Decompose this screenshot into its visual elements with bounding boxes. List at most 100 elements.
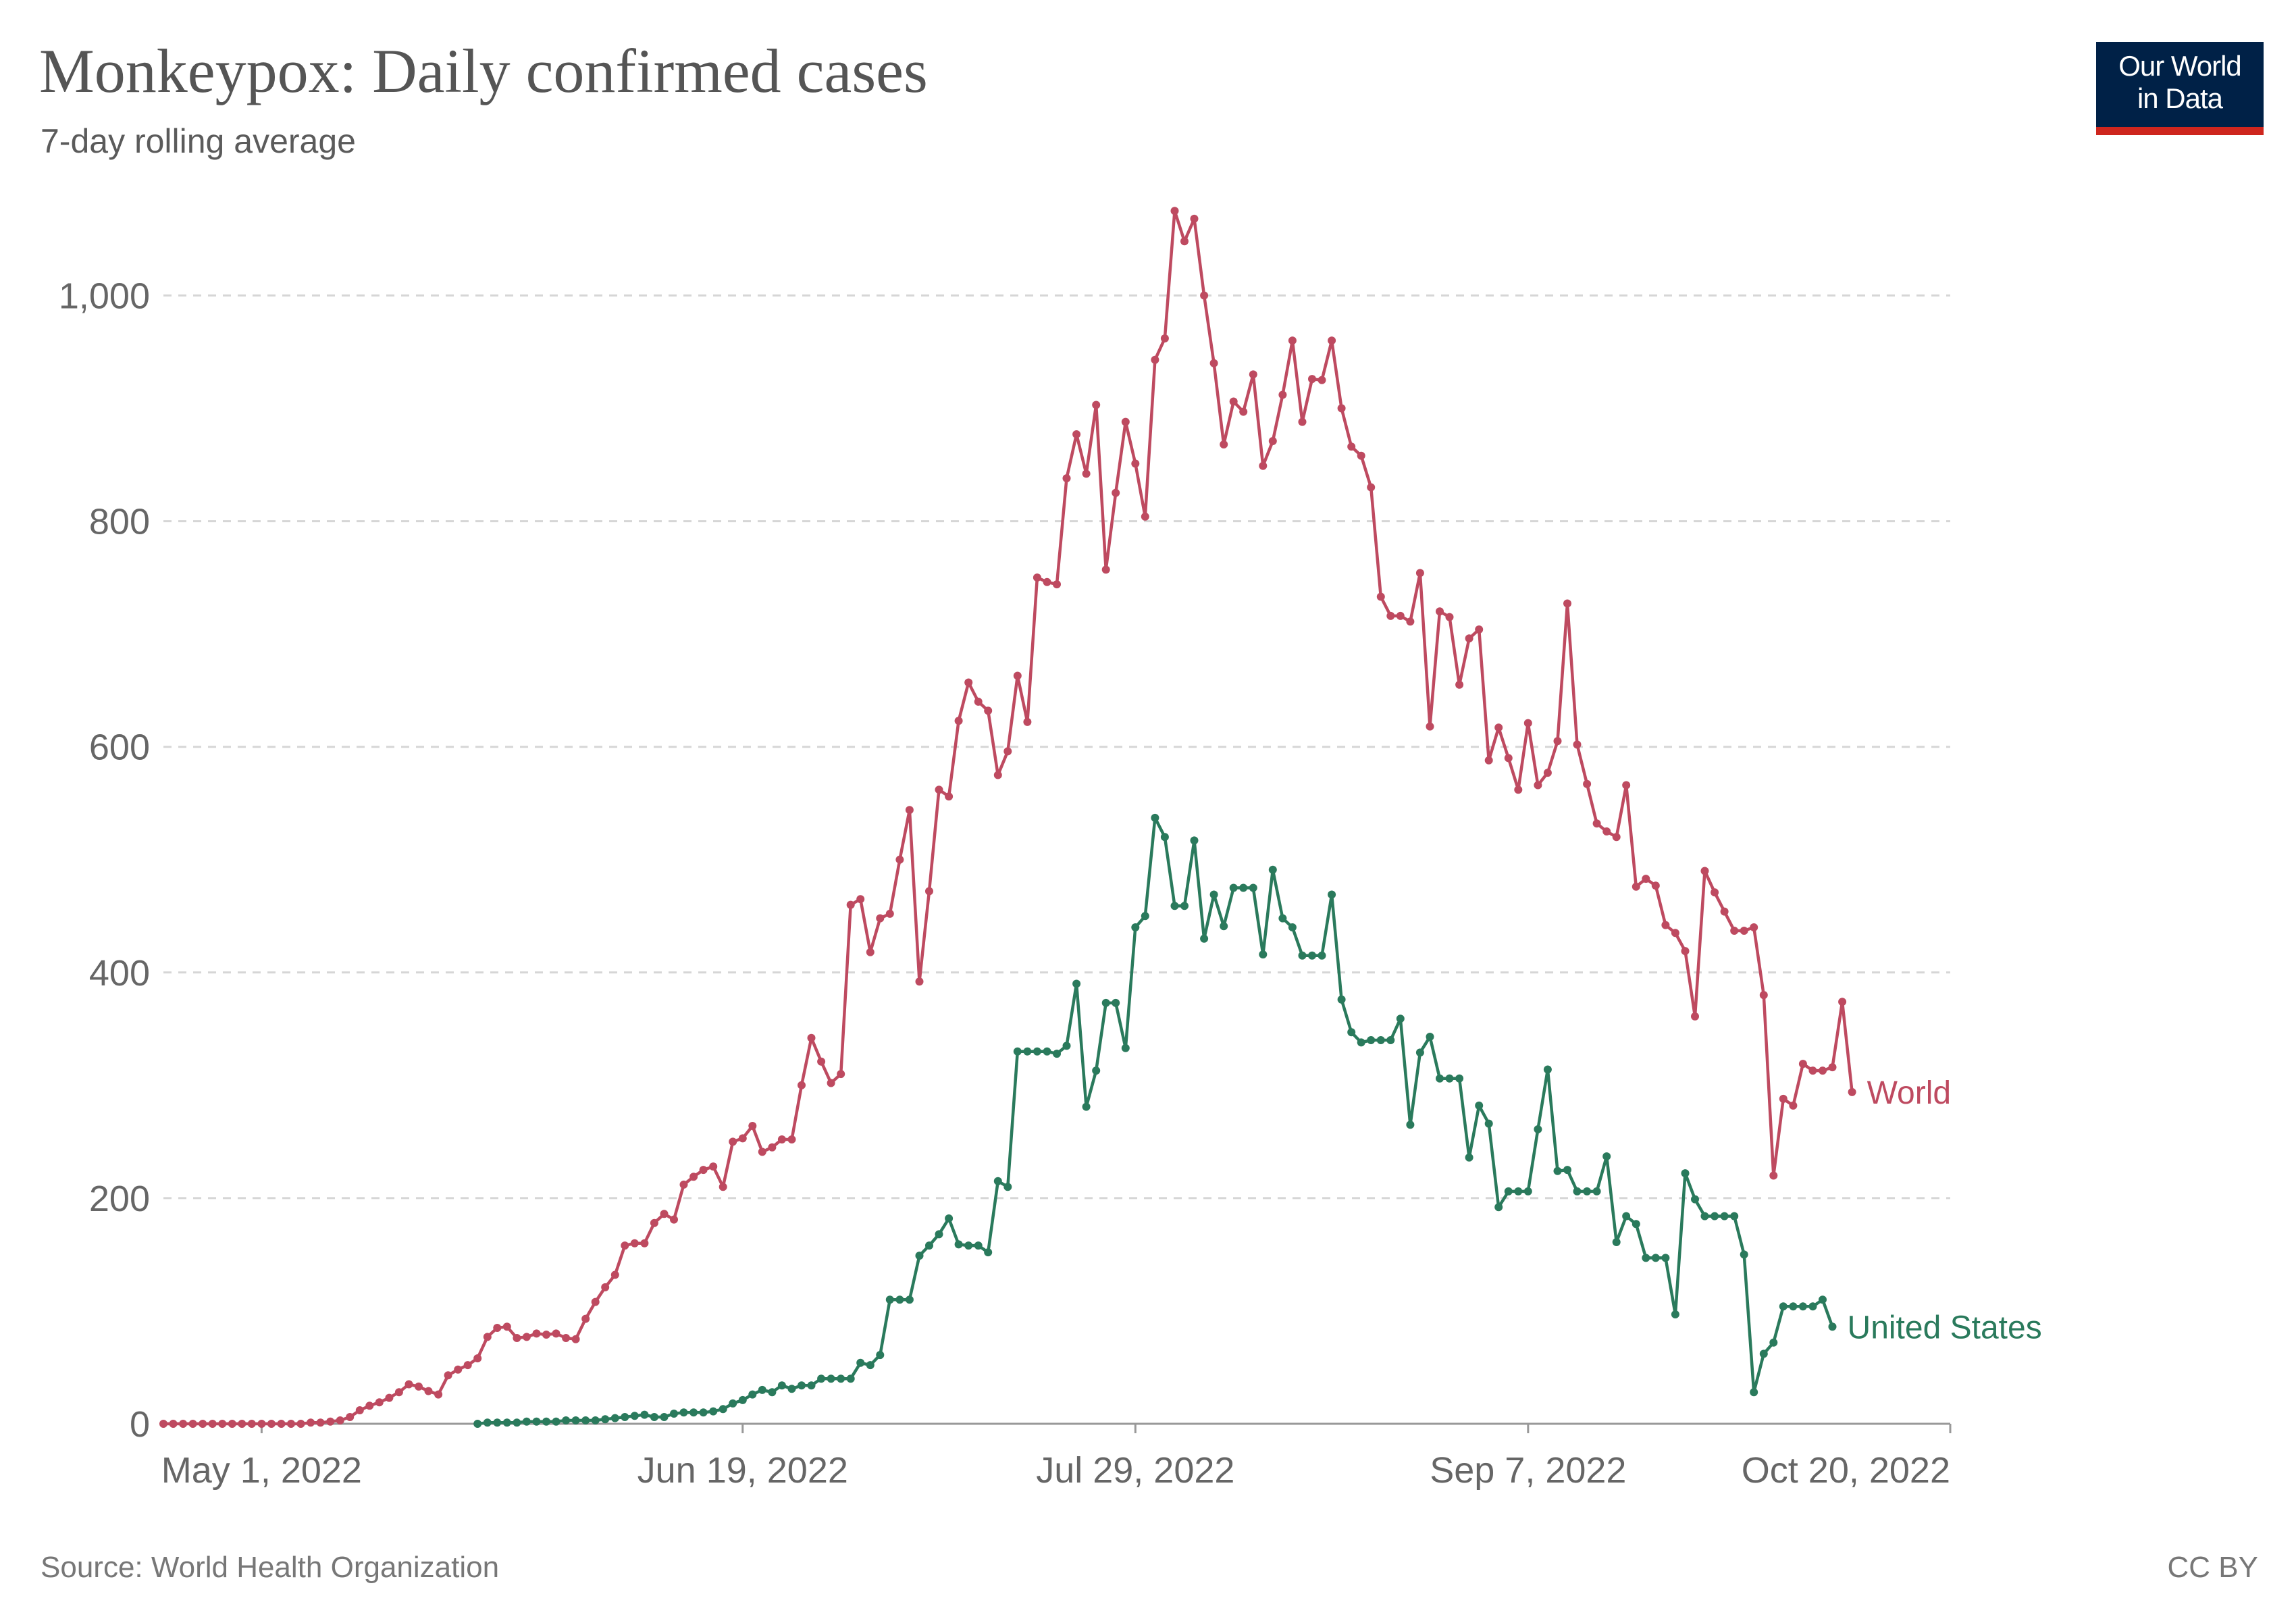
data-point <box>689 1408 698 1417</box>
data-point <box>1033 1047 1041 1056</box>
source-note[interactable]: Source: World Health Organization <box>41 1551 500 1584</box>
data-point <box>532 1329 541 1338</box>
data-point <box>1720 907 1729 916</box>
data-point <box>1043 577 1051 586</box>
data-point <box>483 1333 492 1341</box>
data-point <box>601 1283 610 1291</box>
data-point <box>365 1401 374 1410</box>
data-point <box>1082 469 1091 478</box>
data-point <box>1494 723 1503 732</box>
data-point <box>199 1420 207 1428</box>
data-point <box>247 1420 256 1428</box>
data-point <box>1101 998 1110 1007</box>
data-point <box>483 1418 492 1427</box>
data-point <box>964 1241 973 1250</box>
data-point <box>1101 565 1110 574</box>
data-point <box>945 792 954 801</box>
data-point <box>169 1420 178 1428</box>
data-point <box>1573 1187 1582 1195</box>
series-line-united-states <box>477 816 1834 1426</box>
data-point <box>846 900 855 909</box>
y-tick-label: 600 <box>89 727 150 768</box>
data-point <box>591 1297 600 1306</box>
x-tick-label: Jun 19, 2022 <box>637 1450 848 1491</box>
data-point <box>1298 417 1307 426</box>
data-point <box>1798 1060 1807 1069</box>
data-point <box>542 1417 550 1426</box>
data-point <box>738 1395 747 1404</box>
data-point <box>1367 483 1376 492</box>
data-point <box>1789 1302 1798 1311</box>
data-point <box>513 1418 521 1427</box>
data-point <box>1543 1065 1552 1074</box>
data-point <box>1131 923 1140 931</box>
chart-subtitle: 7-day rolling average <box>41 122 356 160</box>
data-point <box>1317 376 1326 384</box>
data-point <box>1396 611 1405 620</box>
data-point <box>1229 397 1238 406</box>
data-point <box>277 1420 286 1428</box>
license-link[interactable]: CC BY <box>2167 1551 2258 1584</box>
data-point <box>1700 1212 1709 1220</box>
data-point <box>1141 512 1149 521</box>
data-point <box>473 1420 482 1428</box>
data-point <box>1170 207 1179 215</box>
data-point <box>1750 1388 1758 1397</box>
data-point <box>1160 334 1169 342</box>
data-point <box>1573 740 1582 749</box>
data-point <box>787 1385 796 1393</box>
data-point <box>1151 813 1159 822</box>
data-point <box>1523 719 1532 727</box>
data-point <box>1838 998 1847 1006</box>
data-point <box>1268 437 1277 445</box>
data-point <box>1200 934 1209 943</box>
data-point <box>1475 625 1484 634</box>
data-point <box>1808 1302 1817 1311</box>
data-point <box>601 1415 610 1424</box>
data-point <box>660 1413 669 1421</box>
data-point <box>1819 1066 1827 1075</box>
data-point <box>562 1416 571 1424</box>
data-point <box>1200 291 1209 300</box>
data-point <box>307 1418 315 1427</box>
data-point <box>424 1387 433 1395</box>
data-point <box>670 1215 678 1224</box>
data-point <box>807 1381 816 1390</box>
data-point <box>238 1420 246 1428</box>
data-point <box>699 1166 708 1175</box>
data-point <box>1563 1166 1571 1175</box>
data-point <box>689 1173 698 1181</box>
series-label-world: World <box>1867 1075 1951 1111</box>
data-point <box>787 1135 796 1143</box>
data-point <box>1661 1254 1670 1262</box>
data-point <box>895 855 904 864</box>
data-point <box>228 1420 236 1428</box>
data-point <box>581 1314 590 1323</box>
data-point <box>866 948 875 956</box>
data-point <box>1190 836 1199 845</box>
data-point <box>925 887 933 896</box>
data-point <box>984 706 993 715</box>
owid-logo[interactable]: Our World in Data <box>2096 42 2264 135</box>
data-point <box>1455 1074 1464 1083</box>
data-point <box>346 1413 355 1421</box>
data-point <box>1681 1169 1690 1178</box>
data-point <box>1819 1295 1827 1304</box>
data-point <box>1583 779 1592 788</box>
data-point <box>777 1381 786 1390</box>
data-point <box>188 1420 197 1428</box>
data-point <box>1465 1153 1473 1162</box>
data-point <box>1691 1195 1699 1204</box>
data-point <box>1415 569 1424 577</box>
data-point <box>571 1416 580 1424</box>
data-point <box>827 1079 835 1087</box>
gridlines <box>163 294 1950 1200</box>
data-point <box>1651 881 1660 890</box>
data-point <box>434 1390 443 1399</box>
data-point <box>954 717 963 725</box>
data-point <box>1376 592 1385 601</box>
data-point <box>993 771 1002 779</box>
data-point <box>1426 722 1434 731</box>
data-point <box>513 1334 521 1342</box>
